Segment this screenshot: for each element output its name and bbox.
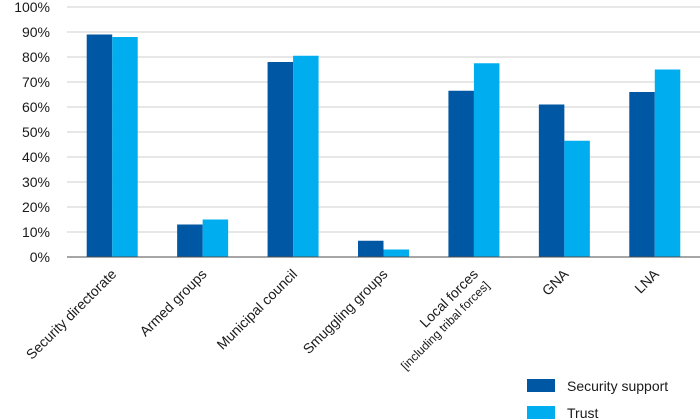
legend: Security support Trust xyxy=(527,378,668,420)
bar-security-support-armed-groups xyxy=(177,224,203,257)
y-tick-label: 70% xyxy=(22,74,50,90)
y-tick-label: 40% xyxy=(22,149,50,165)
legend-swatch-trust xyxy=(527,406,555,419)
gridlines xyxy=(67,6,700,233)
x-tick-label-line: LNA xyxy=(631,265,662,296)
x-tick-label-smuggling-groups: Smuggling groups xyxy=(300,266,391,357)
x-tick-label-line: Security directorate xyxy=(23,266,120,363)
y-tick-label: 50% xyxy=(22,124,50,140)
x-tick-label-line: GNA xyxy=(539,265,572,298)
y-axis-ticks: 0% 10% 20% 30% 40% 50% 60% 70% 80% 90% 100% xyxy=(14,0,50,265)
bar-trust-smuggling-groups xyxy=(383,249,409,257)
x-tick-label-municipal-council: Municipal council xyxy=(213,266,300,353)
x-tick-label-gna: GNA xyxy=(539,265,572,298)
y-tick-label: 30% xyxy=(22,174,50,190)
bar-trust-lna xyxy=(654,69,681,257)
bar-trust-gna xyxy=(564,140,590,257)
bar-security-support-security-directorate xyxy=(86,34,113,257)
bar-trust-municipal-council xyxy=(293,55,319,257)
bars xyxy=(86,34,681,257)
x-tick-label-line: Municipal council xyxy=(213,266,300,353)
x-tick-label-line: Armed groups xyxy=(136,266,209,339)
x-tick-label-local-forces: Local forces[including tribal forces] xyxy=(385,266,492,373)
x-tick-label-line: Smuggling groups xyxy=(300,266,391,357)
bar-security-support-gna xyxy=(538,104,565,257)
y-tick-label: 100% xyxy=(14,0,50,15)
bar-security-support-municipal-council xyxy=(267,62,294,257)
bar-security-support-smuggling-groups xyxy=(358,240,384,257)
y-tick-label: 10% xyxy=(22,224,50,240)
legend-label-trust: Trust xyxy=(567,405,598,420)
bar-security-support-lna xyxy=(629,92,655,257)
y-tick-label: 80% xyxy=(22,49,50,65)
legend-swatch-security-support xyxy=(527,379,555,392)
x-axis-categories: Security directorate Armed groups Municipa… xyxy=(23,265,663,373)
bar-trust-local-forces xyxy=(473,63,500,257)
y-tick-label: 0% xyxy=(30,249,50,265)
x-tick-label-security-directorate: Security directorate xyxy=(23,266,120,363)
x-tick-label-lna: LNA xyxy=(631,265,662,296)
bar-security-support-local-forces xyxy=(448,90,474,257)
x-tick-label-armed-groups: Armed groups xyxy=(136,266,209,339)
y-tick-label: 60% xyxy=(22,99,50,115)
bar-trust-armed-groups xyxy=(202,219,229,257)
y-tick-label: 90% xyxy=(22,24,50,40)
bar-trust-security-directorate xyxy=(112,37,138,257)
legend-label-security-support: Security support xyxy=(567,378,668,394)
y-tick-label: 20% xyxy=(22,199,50,215)
